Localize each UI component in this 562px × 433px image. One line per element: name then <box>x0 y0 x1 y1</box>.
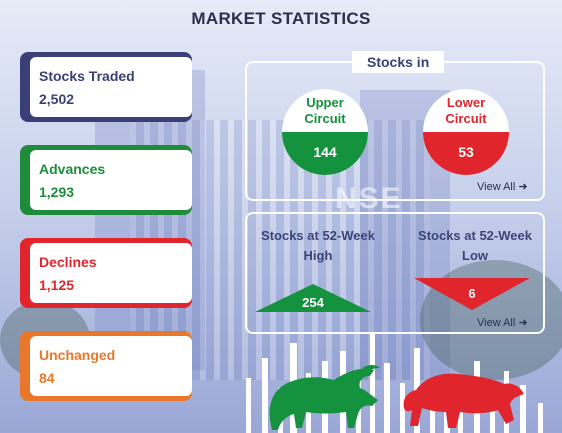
52-week-high-value: 254 <box>302 295 324 310</box>
stat-label: Advances <box>39 161 106 177</box>
panel-title: Stocks in <box>352 51 445 73</box>
upper-circuit-badge[interactable]: Upper Circuit 144 <box>282 89 368 175</box>
lower-circuit-value: 53 <box>423 132 509 175</box>
stat-value: 1,293 <box>39 184 75 200</box>
lower-circuit-label: Lower Circuit <box>445 95 487 126</box>
stat-card-stocks-traded[interactable]: Stocks Traded 2,502 <box>20 52 192 122</box>
stat-label: Unchanged <box>39 347 116 363</box>
bear-icon <box>403 373 524 428</box>
up-triangle-icon[interactable]: 254 <box>253 282 373 314</box>
stat-label: Stocks Traded <box>39 68 135 84</box>
stat-card-unchanged[interactable]: Unchanged 84 <box>20 331 192 401</box>
down-triangle-icon[interactable]: 6 <box>412 276 532 312</box>
background-nse-sign: NSE <box>335 182 403 215</box>
stocks-in-panel: Stocks in Upper Circuit 144 Lower Circui… <box>245 51 545 201</box>
view-all-link[interactable]: View All ➜ <box>477 181 528 193</box>
view-all-link[interactable]: View All ➜ <box>477 317 528 329</box>
stat-value: 84 <box>39 370 55 386</box>
stat-card-declines[interactable]: Declines 1,125 <box>20 238 192 308</box>
stat-value: 1,125 <box>39 277 75 293</box>
stat-card-advances[interactable]: Advances 1,293 <box>20 145 192 215</box>
page-title: MARKET STATISTICS <box>191 9 371 28</box>
52-week-high-label: Stocks at 52-Week High <box>261 228 375 263</box>
stat-value: 2,502 <box>39 91 75 107</box>
lower-circuit-badge[interactable]: Lower Circuit 53 <box>423 89 509 175</box>
stat-label: Declines <box>39 254 97 270</box>
upper-circuit-label: Upper Circuit <box>304 95 346 126</box>
52-week-low-label: Stocks at 52-Week Low <box>418 228 532 263</box>
52-week-panel: Stocks at 52-Week High Stocks at 52-Week… <box>245 212 545 334</box>
upper-circuit-value: 144 <box>282 132 368 175</box>
52-week-low-value: 6 <box>468 286 475 301</box>
bull-icon <box>269 365 380 430</box>
